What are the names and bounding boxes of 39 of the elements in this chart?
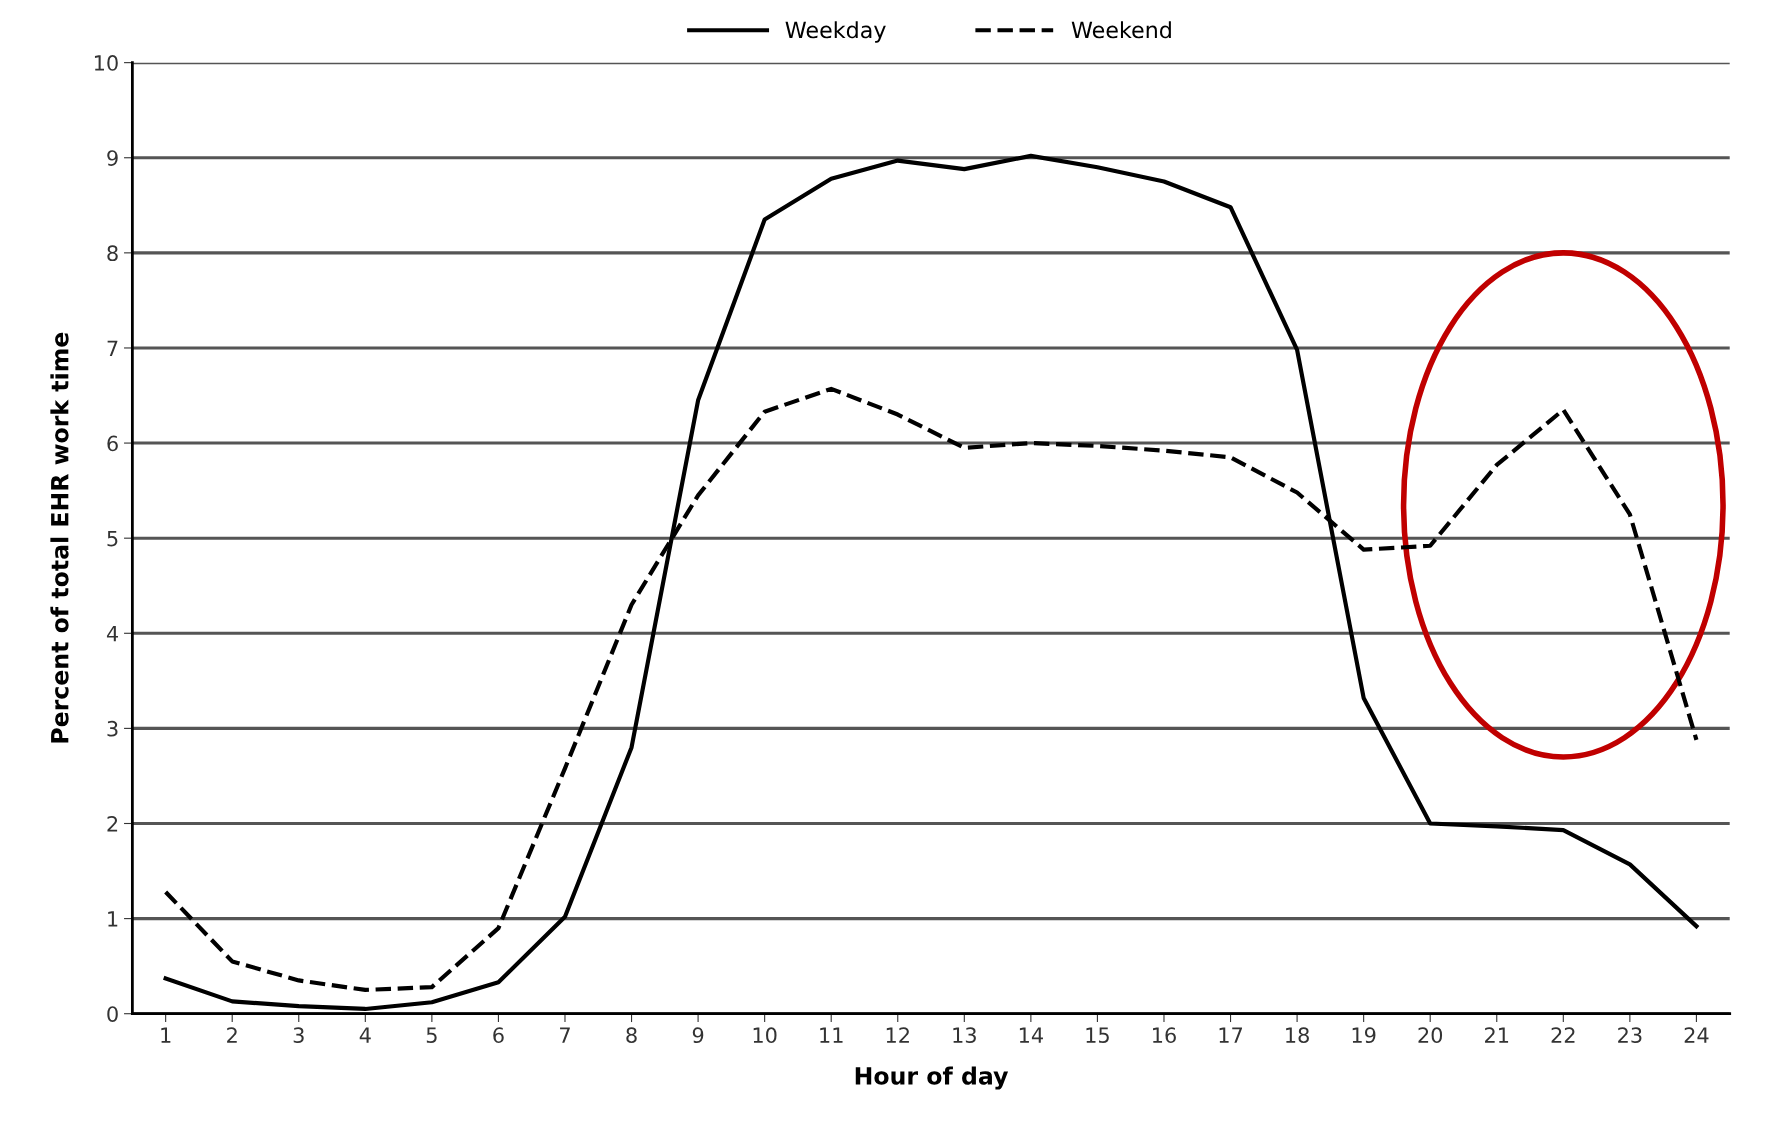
x-tick-label: 9: [692, 1027, 704, 1044]
x-tick-label: 14: [1019, 1027, 1043, 1043]
x-tick-label: 12: [886, 1027, 909, 1043]
y-axis-title: Percent of total EHR work time: [50, 332, 69, 743]
x-tick-label: 7: [560, 1027, 570, 1043]
x-tick-label: 4: [359, 1027, 371, 1043]
y-tick-label: 8: [107, 245, 118, 262]
x-tick-label: 22: [1551, 1027, 1575, 1043]
x-tick-label: 23: [1618, 1027, 1642, 1044]
x-tick-label: 3: [293, 1027, 304, 1044]
x-tick-label: 2: [227, 1027, 237, 1043]
x-tick-label: 19: [1352, 1027, 1376, 1044]
x-tick-label: 16: [1153, 1027, 1176, 1044]
x-tick-label: 5: [426, 1027, 437, 1044]
y-tick-label: 6: [107, 435, 118, 452]
x-tick-label: 17: [1219, 1027, 1243, 1043]
x-tick-label: 1: [161, 1027, 171, 1043]
y-tick-label: 4: [106, 626, 119, 642]
x-tick-label: 20: [1418, 1027, 1443, 1044]
x-tick-label: 21: [1485, 1027, 1509, 1043]
x-tick-label: 11: [820, 1027, 843, 1043]
x-tick-label: 13: [953, 1027, 976, 1044]
x-tick-label: 15: [1086, 1027, 1109, 1044]
y-tick-label: 7: [107, 340, 118, 356]
y-tick-label: 10: [94, 55, 118, 71]
legend-label: Weekday: [785, 21, 886, 43]
x-tick-label: 18: [1286, 1027, 1309, 1044]
y-tick-label: 1: [108, 911, 118, 927]
x-tick-label: 8: [626, 1027, 637, 1044]
legend-label: Weekend: [1071, 21, 1171, 39]
y-tick-label: 2: [107, 815, 118, 832]
x-tick-label: 10: [753, 1027, 777, 1044]
y-tick-label: 9: [107, 150, 118, 166]
y-tick-label: 5: [107, 530, 118, 547]
x-tick-label: 6: [493, 1027, 504, 1044]
y-tick-label: 3: [107, 720, 118, 737]
y-tick-label: 0: [107, 1006, 118, 1022]
x-tick-label: 24: [1684, 1027, 1709, 1043]
x-axis-title: Hour of day: [855, 1066, 1009, 1090]
